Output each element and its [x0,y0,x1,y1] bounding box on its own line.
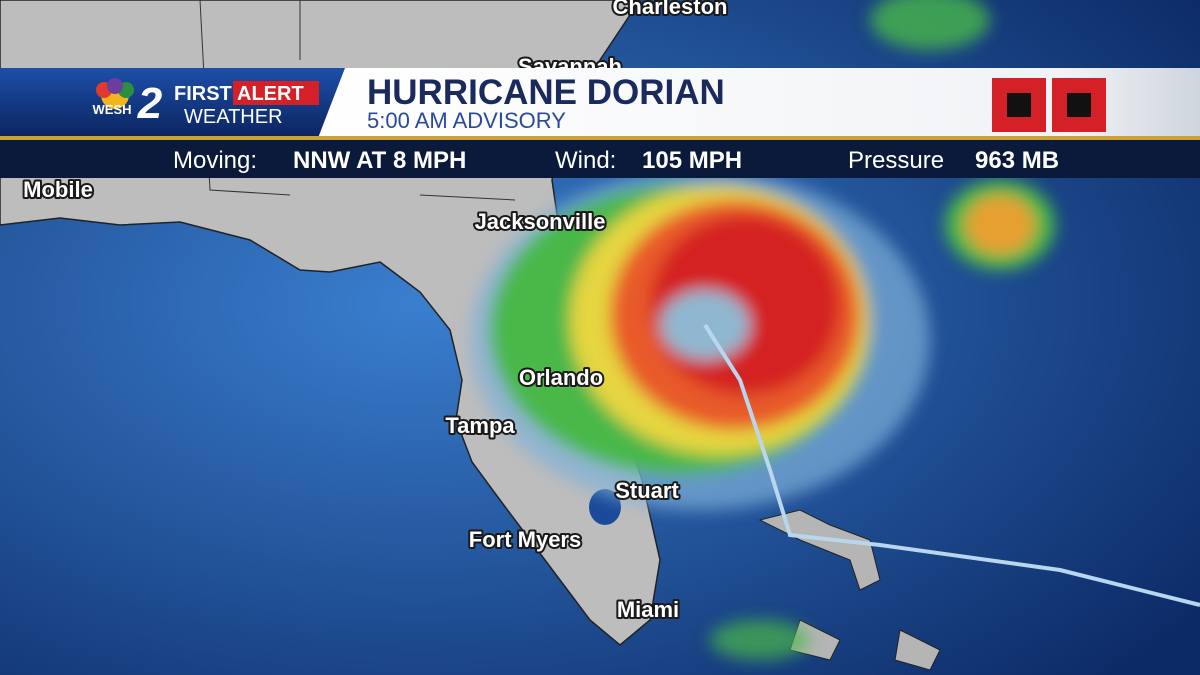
storm-track [703,323,1200,607]
stat-value: 963 MB [975,147,1059,174]
stat-label: Wind: [555,147,616,174]
city-label: Orlando [519,365,603,390]
channel: 2 [137,79,163,128]
alert-box [233,81,319,105]
weather: WEATHER [184,106,283,128]
stat-value: NNW AT 8 MPH [293,147,466,174]
city-label: Stuart [615,478,679,503]
state-borders [199,0,516,201]
city-label: Charleston [613,0,728,19]
station: WESH [93,102,132,117]
city-label: Mobile [23,177,93,202]
stat-value: 105 MPH [642,147,742,174]
radar [470,0,1055,660]
first: FIRST [174,83,232,105]
city-label: Miami [617,597,679,622]
peacock-logo [96,78,134,109]
subtitle: 5:00 AM ADVISORY [367,108,566,133]
title: HURRICANE DORIAN [367,73,725,112]
alert: ALERT [237,83,304,105]
city-label: Tampa [445,413,515,438]
stat-label: Pressure [848,147,944,174]
city-label: Fort Myers [469,527,581,552]
banner: WESH 2 FIRST ALERT WEATHER HURRICANE DOR… [0,68,1200,178]
lake-okeechobee [589,489,621,525]
city-label: Jacksonville [475,209,606,234]
stat-label: Moving: [173,147,257,174]
